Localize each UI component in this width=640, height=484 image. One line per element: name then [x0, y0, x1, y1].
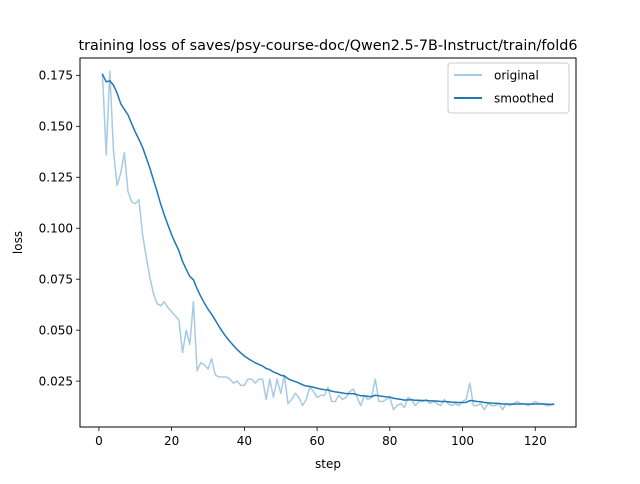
x-tick-label: 120	[524, 434, 547, 448]
y-tick-label: 0.175	[39, 69, 73, 83]
series-line-smoothed	[101, 73, 555, 406]
y-axis: 0.025 0.050 0.075 0.100 0.125 0.150 0.175	[39, 69, 80, 388]
legend-label-smoothed: smoothed	[494, 92, 554, 106]
y-tick-label: 0.075	[39, 272, 73, 286]
y-tick-label: 0.100	[39, 221, 73, 235]
series-line-original	[101, 70, 555, 411]
x-tick-label: 0	[95, 434, 103, 448]
chart-title: training loss of saves/psy-course-doc/Qw…	[78, 38, 577, 54]
y-tick-label: 0.125	[39, 170, 73, 184]
y-tick-label: 0.150	[39, 119, 73, 133]
x-tick-label: 60	[309, 434, 324, 448]
legend: original smoothed	[447, 62, 570, 114]
y-axis-label: loss	[11, 231, 25, 254]
x-axis: 0 20 40 60 80 100 120	[95, 427, 547, 448]
x-tick-label: 20	[164, 434, 179, 448]
plot-area	[101, 70, 555, 411]
y-tick-label: 0.025	[39, 374, 73, 388]
x-tick-label: 80	[382, 434, 397, 448]
y-tick-label: 0.050	[39, 323, 73, 337]
x-tick-label: 100	[451, 434, 474, 448]
x-axis-label: step	[315, 457, 341, 471]
x-tick-label: 40	[237, 434, 252, 448]
legend-label-original: original	[494, 69, 539, 83]
axes-frame	[79, 57, 577, 428]
